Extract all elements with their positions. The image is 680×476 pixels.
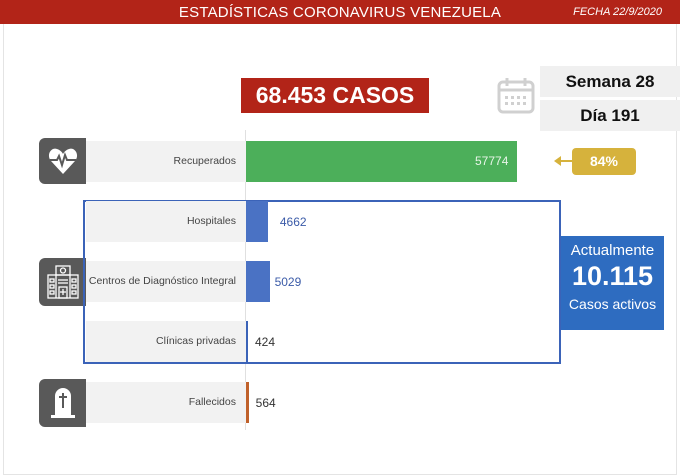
total-cases: 68.453 CASOS bbox=[241, 78, 429, 113]
category-label-clinicas: Clínicas privadas bbox=[86, 321, 246, 362]
category-label-fallecidos: Fallecidos bbox=[86, 382, 246, 423]
value-label-fallecidos: 564 bbox=[255, 396, 276, 410]
value-label-clinicas: 424 bbox=[255, 335, 276, 349]
bar-cdi bbox=[246, 261, 270, 302]
day-box: Día 191 bbox=[540, 100, 680, 131]
recovered-percent-badge: 84% bbox=[572, 148, 636, 175]
hospital-icon bbox=[39, 258, 86, 306]
heart-pulse-icon bbox=[39, 138, 86, 184]
hospitalized-group-box bbox=[83, 200, 561, 364]
active-cases-box: Actualmente 10.115 Casos activos bbox=[561, 236, 664, 330]
bar-recuperados bbox=[246, 141, 517, 182]
value-label-cdi: 5029 bbox=[274, 275, 302, 289]
active-label-top: Actualmente bbox=[570, 242, 655, 259]
arrow-head-icon bbox=[554, 156, 561, 166]
category-label-hospitales: Hospitales bbox=[86, 201, 246, 242]
active-value: 10.115 bbox=[571, 261, 654, 291]
tombstone-icon bbox=[39, 379, 86, 427]
category-label-cdi: Centros de Diagnóstico Integral bbox=[86, 261, 246, 302]
bar-clinicas bbox=[246, 321, 248, 362]
value-label-hospitales: 4662 bbox=[279, 215, 307, 229]
page-frame bbox=[3, 24, 677, 475]
active-label-bottom: Casos activos bbox=[568, 296, 657, 312]
arrow-icon bbox=[556, 160, 572, 162]
category-label-recuperados: Recuperados bbox=[86, 141, 246, 182]
value-label-recuperados: 57774 bbox=[475, 154, 509, 168]
report-date: FECHA 22/9/2020 bbox=[573, 6, 662, 18]
bar-hospitales bbox=[246, 201, 268, 242]
page-title: ESTADÍSTICAS CORONAVIRUS VENEZUELA bbox=[178, 4, 502, 21]
calendar-icon bbox=[497, 77, 535, 119]
header-bar: ESTADÍSTICAS CORONAVIRUS VENEZUELA FECHA… bbox=[0, 0, 680, 24]
week-box: Semana 28 bbox=[540, 66, 680, 97]
bar-fallecidos bbox=[246, 382, 249, 423]
